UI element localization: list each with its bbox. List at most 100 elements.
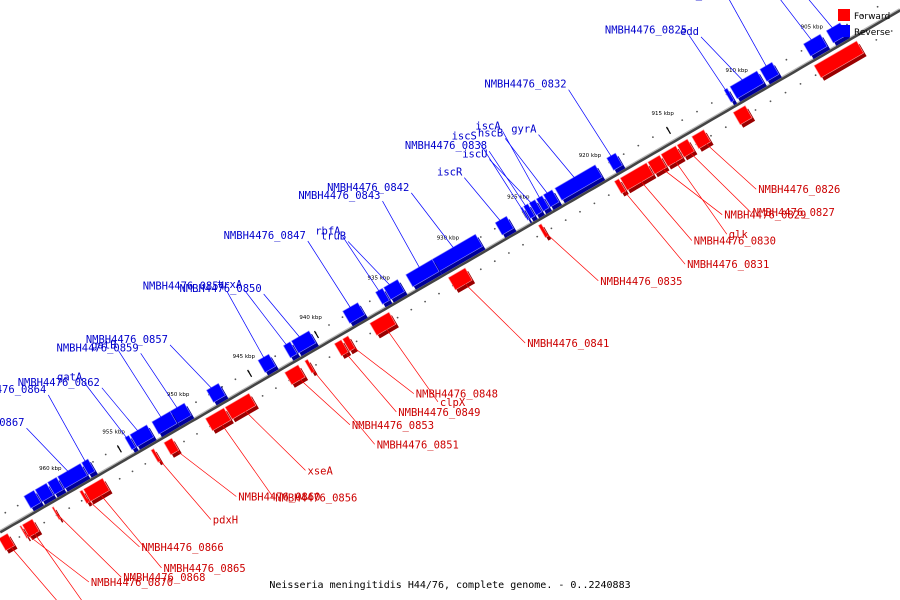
gene-label[interactable]: NMBH4476_0848 (416, 389, 498, 401)
reverse-gene-arrow[interactable] (34, 482, 57, 505)
label-leader-line (543, 230, 599, 282)
forward-gene-arrow[interactable] (21, 518, 43, 540)
gene-label[interactable]: NMBH4476_0862 (18, 377, 100, 389)
gene-label[interactable]: NMBH4476_0842 (327, 182, 409, 194)
gene-label[interactable]: iscS (452, 131, 477, 143)
minor-tick-dot (369, 332, 372, 335)
gene-label[interactable]: clpX (440, 397, 466, 409)
gene-label[interactable]: pdxH (213, 515, 238, 527)
gene-body (528, 199, 543, 216)
label-leader-line (688, 35, 730, 96)
reverse-gene-arrow[interactable] (803, 33, 831, 60)
major-tick (665, 126, 672, 135)
gene-label[interactable]: NMBH4476_0847 (224, 230, 306, 242)
label-leader-line (101, 387, 143, 437)
gene-label[interactable]: gyrA (511, 124, 537, 136)
gene-label[interactable]: NMBH4476_0849 (398, 407, 480, 419)
forward-gene-arrow[interactable] (0, 533, 18, 554)
gene-label[interactable]: NMBH4476_0841 (527, 338, 609, 350)
minor-tick-dot (144, 463, 147, 465)
gene-label[interactable]: rbfA (315, 225, 341, 237)
gene-label[interactable]: truB (321, 231, 346, 243)
forward-gene-arrow[interactable] (342, 335, 358, 355)
gene-label[interactable]: NMBH4476_0831 (687, 259, 769, 271)
major-tick (313, 330, 320, 339)
gene-label[interactable]: NMBH4476_0853 (352, 420, 434, 432)
gene-label[interactable]: NMBH4476_0835 (600, 276, 682, 288)
forward-gene-arrow[interactable] (369, 311, 399, 339)
label-leader-line (538, 134, 579, 183)
label-leader-line (96, 489, 162, 569)
gene-label[interactable]: hscB (478, 127, 503, 139)
forward-gene-arrow[interactable] (163, 437, 182, 458)
reverse-gene-arrow[interactable] (151, 410, 180, 438)
gene-label[interactable]: NMBH4476_0865 (164, 563, 246, 575)
reverse-gene-arrow[interactable] (257, 353, 279, 376)
label-leader-line (808, 0, 837, 34)
label-leader-line (243, 289, 291, 351)
minor-tick-dot (355, 340, 358, 343)
gene-label[interactable]: NMBH4476_0843 (298, 190, 380, 202)
gene-label[interactable]: iscU (462, 149, 487, 161)
forward-gene-arrow[interactable] (813, 40, 867, 81)
gene-label[interactable]: NMBH4476_0864 (0, 384, 46, 396)
gene-label[interactable]: iscA (475, 120, 501, 132)
gene-label[interactable]: NMBH4476_0857 (86, 334, 168, 346)
gene-label[interactable]: NMBH4476_0832 (484, 79, 566, 91)
minor-tick-dot (261, 395, 264, 397)
gene-label[interactable]: NMBH4476_0827 (753, 207, 835, 219)
gene-label[interactable]: NMBH4476_0851 (377, 439, 459, 451)
gene-label[interactable]: glk (729, 229, 749, 241)
minor-tick-dot (861, 14, 864, 17)
reverse-gene-arrow[interactable] (528, 199, 545, 219)
forward-gene-arrow[interactable] (647, 154, 670, 178)
gene-label[interactable]: NMBH4476_0870 (91, 577, 173, 589)
gene-label[interactable]: NMBH4476_0867 (0, 417, 25, 429)
gene-label[interactable]: NMBH4476_0825 (605, 24, 687, 36)
minor-tick-dot (328, 324, 330, 326)
label-leader-line (294, 374, 351, 426)
reverse-gene-arrow[interactable] (23, 489, 44, 512)
label-leader-line (488, 151, 530, 212)
gene-label[interactable]: NMBH4476_0854 (143, 280, 225, 292)
label-leader-line (171, 446, 237, 497)
gene-label[interactable]: NMBH4476_0829 (724, 210, 806, 222)
gene-body (224, 392, 257, 420)
gene-label[interactable]: NMBH4476_0823 (645, 0, 727, 1)
gene-label[interactable]: trxA (217, 279, 243, 291)
gene-label[interactable]: NMBH4476_0859 (57, 342, 139, 354)
gene-label[interactable]: NMBH4476_0860 (238, 492, 320, 504)
minor-tick-dot (424, 300, 426, 303)
gene-label[interactable]: NMBH4476_0826 (758, 184, 840, 196)
gene-body (23, 489, 42, 509)
label-leader-line (411, 192, 458, 254)
gene-label[interactable]: NMBH4476_0838 (405, 140, 487, 152)
label-leader-line (263, 293, 304, 343)
minor-tick-dot (368, 300, 371, 303)
legend-forward-swatch (838, 9, 850, 21)
forward-gene-arrow[interactable] (732, 105, 756, 128)
gene-label[interactable]: NMBH4476_0866 (142, 542, 224, 554)
minor-tick-dot (769, 100, 772, 103)
minor-tick-dot (846, 23, 848, 26)
tick-label: 935 kbp (368, 276, 391, 282)
gene-label[interactable]: xseA (308, 465, 334, 477)
reverse-gene-arrow[interactable] (47, 476, 67, 498)
gene-label[interactable]: NMBH4476_0850 (180, 283, 262, 295)
label-leader-line (341, 347, 397, 413)
label-leader-line (685, 147, 751, 213)
label-leader-line (155, 455, 212, 520)
gene-label[interactable]: gatA (57, 372, 83, 384)
gene-label[interactable]: NMBH4476_0868 (123, 572, 205, 584)
minor-tick-dot (341, 316, 344, 318)
gene-label[interactable]: edd (680, 26, 699, 38)
gene-label[interactable]: iscR (437, 167, 463, 179)
minor-tick-dot (652, 136, 654, 139)
gene-body (151, 410, 178, 435)
gene-label[interactable]: gatB (91, 340, 116, 352)
reverse-gene-arrow[interactable] (554, 164, 606, 204)
gene-label[interactable]: NMBH4476_0830 (694, 236, 776, 248)
gene-label[interactable]: NMBH4476_0856 (275, 492, 357, 504)
minor-tick-dot (80, 499, 83, 502)
